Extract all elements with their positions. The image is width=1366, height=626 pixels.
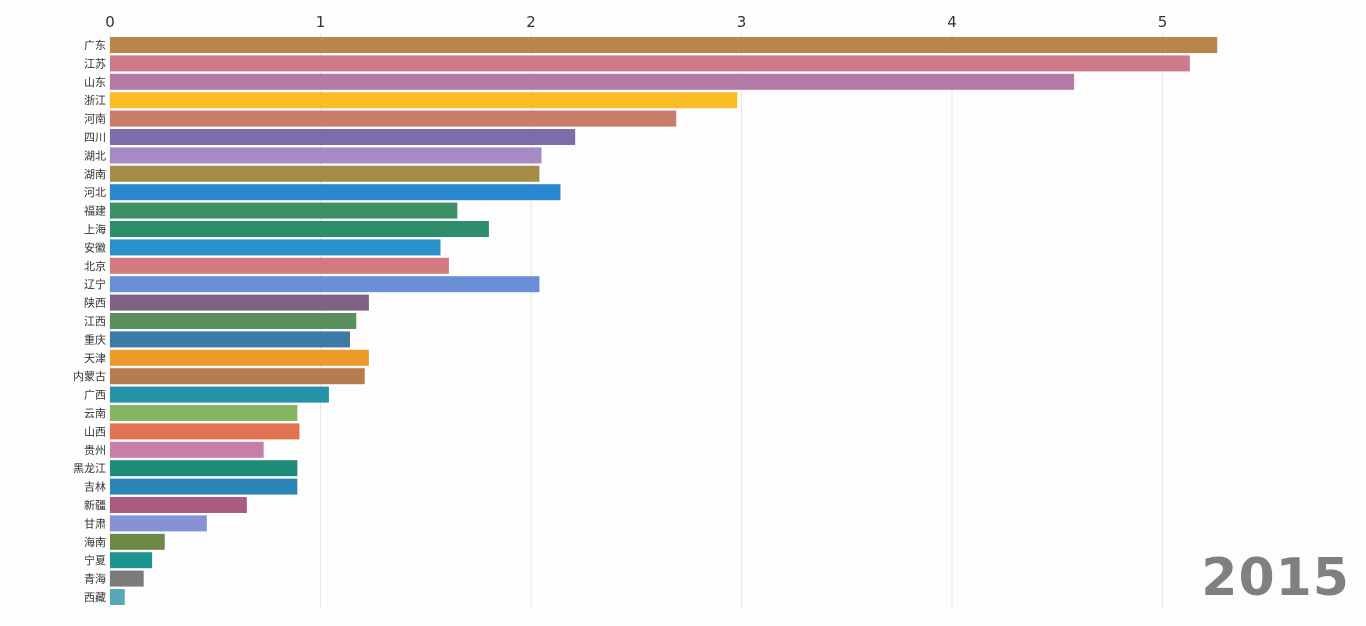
- bar: [110, 460, 298, 477]
- bar: [110, 294, 369, 311]
- category-label: 北京: [84, 259, 106, 273]
- category-label: 宁夏: [84, 553, 106, 567]
- category-label: 甘肃: [84, 517, 106, 530]
- x-axis-ticks: 0 1 2 3 4 5: [105, 13, 1167, 31]
- bar: [110, 368, 365, 385]
- category-label: 山东: [84, 76, 106, 89]
- category-label: 西藏: [84, 591, 106, 604]
- x-tick-label: 2: [526, 13, 536, 31]
- category-label: 吉林: [84, 480, 106, 494]
- category-label: 青海: [84, 572, 106, 586]
- category-label: 河北: [84, 186, 106, 199]
- bar: [110, 552, 153, 569]
- category-label: 浙江: [84, 94, 106, 107]
- category-label: 江苏: [84, 57, 106, 70]
- x-tick-label: 0: [105, 13, 115, 31]
- bar: [110, 129, 576, 145]
- bar: [110, 147, 542, 164]
- category-label: 辽宁: [84, 277, 106, 291]
- x-tick-label: 1: [316, 13, 326, 31]
- category-label: 上海: [84, 222, 106, 236]
- x-tick-label: 5: [1158, 13, 1168, 31]
- bars: [110, 37, 1218, 605]
- bar: [110, 405, 298, 421]
- category-label: 河南: [84, 113, 106, 126]
- bar: [110, 570, 144, 587]
- bar: [110, 257, 449, 274]
- bar: [110, 331, 350, 348]
- bar: [110, 202, 458, 219]
- category-label: 湖北: [84, 149, 106, 162]
- bar: [110, 239, 441, 256]
- category-label: 湖南: [84, 168, 106, 181]
- category-label: 重庆: [84, 332, 106, 346]
- bar: [110, 386, 329, 403]
- category-label: 福建: [84, 204, 106, 218]
- bar: [110, 478, 298, 495]
- bar: [110, 110, 677, 127]
- category-label: 广东: [84, 39, 106, 52]
- category-label: 内蒙古: [73, 369, 106, 383]
- category-label: 新疆: [84, 498, 106, 512]
- category-label: 海南: [84, 535, 106, 549]
- bar: [110, 349, 369, 366]
- category-label: 安徽: [84, 240, 106, 254]
- bar: [110, 423, 300, 440]
- x-tick-label: 3: [737, 13, 747, 31]
- bar: [110, 165, 540, 182]
- bar: [110, 221, 489, 237]
- bar: [110, 37, 1218, 53]
- bar: [110, 441, 264, 458]
- category-label: 广西: [84, 389, 106, 402]
- x-tick-label: 4: [947, 13, 957, 31]
- category-label: 江西: [84, 315, 106, 328]
- year-label: 2015: [1201, 548, 1350, 608]
- bar: [110, 184, 561, 201]
- bar: [110, 533, 165, 550]
- bar: [110, 589, 125, 605]
- bar: [110, 276, 540, 293]
- bar: [110, 313, 357, 329]
- category-label: 贵州: [84, 444, 106, 457]
- bar: [110, 497, 247, 513]
- bar: [110, 55, 1190, 72]
- category-label: 黑龙江: [73, 462, 106, 475]
- category-labels: 广东江苏山东浙江河南四川湖北湖南河北福建上海安徽北京辽宁陕西江西重庆天津内蒙古广…: [73, 39, 106, 604]
- category-label: 陕西: [84, 296, 106, 310]
- bar: [110, 515, 207, 532]
- category-label: 云南: [84, 407, 106, 420]
- bar: [110, 73, 1075, 90]
- category-label: 天津: [84, 352, 106, 365]
- category-label: 山西: [84, 425, 106, 438]
- bar: [110, 92, 738, 109]
- category-label: 四川: [84, 131, 106, 144]
